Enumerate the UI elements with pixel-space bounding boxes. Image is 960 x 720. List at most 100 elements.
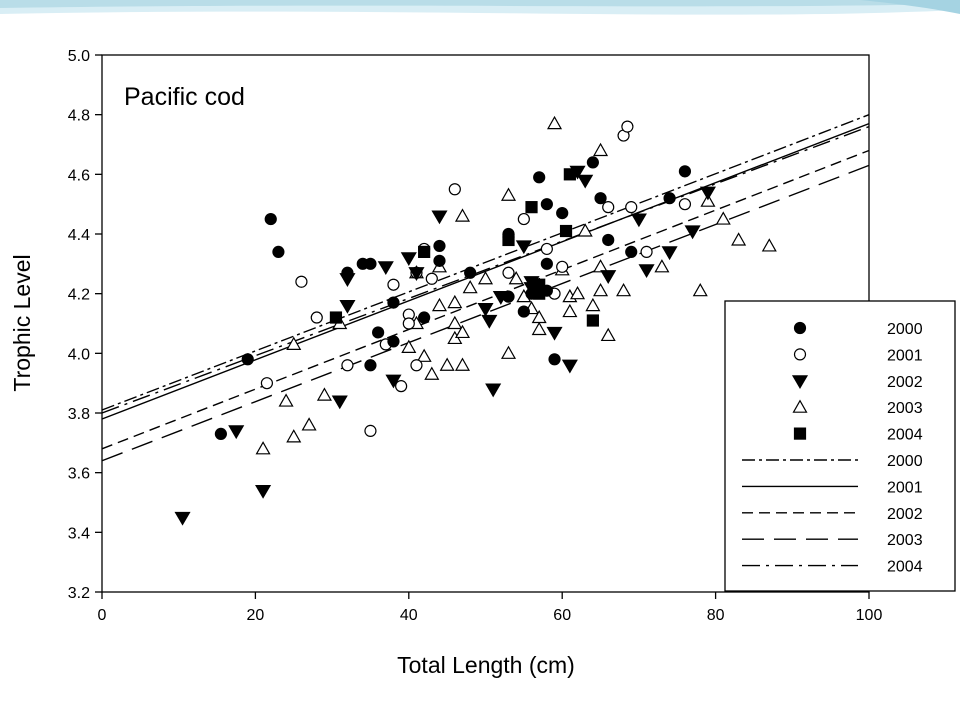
slide-header-banner [0, 0, 960, 15]
data-point-2002 [228, 425, 245, 440]
legend-label: 2004 [887, 559, 923, 576]
data-point-2003 [500, 345, 517, 359]
data-point-2003 [431, 297, 448, 312]
y-axis-ticks: 3.2 3.4 3.6 3.8 4.0 4.2 4.4 4.6 4.8 5.0 [68, 48, 102, 602]
y-tick-label: 3.2 [68, 585, 90, 602]
data-point-2000 [364, 359, 377, 372]
x-tick-label: 20 [247, 607, 265, 624]
data-point-2001 [310, 311, 323, 324]
data-point-2003 [654, 259, 670, 273]
data-point-2004 [586, 314, 599, 327]
data-point-2003 [439, 357, 455, 371]
data-point-2003 [570, 285, 586, 300]
data-point-2001 [621, 120, 634, 133]
data-point-2002 [561, 359, 578, 374]
data-point-2003 [424, 366, 440, 380]
data-point-2000 [517, 305, 530, 318]
x-tick-label: 80 [707, 607, 725, 624]
data-point-2002 [339, 273, 356, 287]
x-axis-ticks: 0 20 40 60 80 100 [98, 592, 882, 624]
data-point-2003 [278, 393, 294, 407]
data-point-2000 [364, 257, 377, 270]
legend-label: 2002 [887, 506, 923, 523]
data-point-2000 [387, 296, 400, 309]
data-point-2003 [447, 315, 463, 330]
data-point-2001 [556, 260, 569, 273]
fit-line-2004 [101, 125, 870, 414]
data-point-2001 [260, 377, 274, 390]
data-point-2003 [500, 187, 517, 201]
data-point-2003 [286, 429, 302, 443]
data-point-2004 [502, 233, 515, 247]
data-point-2000 [264, 212, 277, 226]
data-point-2001 [602, 201, 615, 214]
data-point-2004 [559, 224, 573, 238]
data-point-2000 [418, 311, 431, 324]
data-point-2002 [684, 225, 701, 240]
data-point-2004 [329, 311, 343, 324]
data-point-2003 [593, 259, 609, 273]
data-point-2003 [462, 279, 478, 294]
data-point-2000 [433, 239, 446, 253]
data-point-2002 [515, 240, 532, 255]
y-tick-label: 5.0 [68, 48, 90, 65]
data-point-2002 [174, 511, 191, 526]
data-point-2001 [448, 183, 461, 196]
data-point-2000 [214, 427, 227, 440]
data-point-2000 [586, 156, 599, 169]
data-point-2000 [464, 266, 477, 279]
data-point-2000 [540, 198, 553, 211]
data-point-2002 [339, 300, 356, 314]
data-point-2001 [387, 278, 400, 291]
y-tick-label: 4.4 [68, 227, 90, 244]
data-point-2003 [286, 336, 302, 350]
data-point-2000 [533, 171, 546, 184]
data-point-2001 [410, 359, 423, 372]
data-point-2002 [630, 213, 647, 228]
data-point-2003 [692, 282, 708, 297]
data-point-2001 [540, 242, 553, 256]
data-point-2001 [425, 272, 438, 285]
data-point-2000 [602, 233, 615, 247]
y-tick-label: 3.6 [68, 466, 90, 483]
data-point-2001 [678, 198, 692, 211]
data-point-2000 [594, 192, 607, 205]
y-tick-label: 3.8 [68, 406, 90, 423]
fit-line-2003 [101, 164, 870, 462]
data-point-2003 [616, 282, 632, 297]
legend-label: 2004 [887, 427, 923, 444]
y-tick-label: 4.0 [68, 346, 90, 363]
data-point-2002 [255, 484, 272, 499]
data-point-2002 [699, 186, 716, 201]
data-point-2004 [525, 201, 538, 214]
x-axis-title: Total Length (cm) [397, 652, 575, 678]
data-point-2003 [454, 357, 471, 371]
legend-label: 2000 [887, 321, 923, 338]
chart-title: Pacific cod [124, 83, 245, 111]
data-point-2003 [585, 297, 601, 312]
data-point-2001 [364, 424, 377, 437]
data-point-2001 [395, 380, 408, 393]
data-point-2000 [272, 245, 285, 258]
data-point-2004 [533, 287, 546, 300]
data-point-2002 [638, 264, 655, 278]
data-point-2002 [577, 174, 594, 189]
legend-marker-2002 [791, 375, 809, 389]
data-point-2001 [295, 275, 308, 288]
data-point-2002 [485, 383, 502, 398]
data-point-2002 [477, 302, 494, 317]
data-point-2003 [593, 282, 609, 297]
data-point-2001 [517, 212, 530, 226]
legend-marker-2000 [793, 321, 807, 335]
y-tick-label: 4.8 [68, 108, 90, 125]
data-point-2003 [531, 309, 547, 324]
data-point-2001 [625, 201, 638, 214]
data-point-2000 [625, 245, 638, 258]
data-point-2002 [492, 291, 509, 305]
data-point-2003 [547, 115, 563, 130]
data-point-2003 [577, 223, 593, 237]
data-point-2004 [418, 245, 431, 258]
legend-label: 2001 [887, 347, 923, 364]
data-point-2001 [640, 245, 653, 258]
data-point-2000 [556, 207, 569, 220]
